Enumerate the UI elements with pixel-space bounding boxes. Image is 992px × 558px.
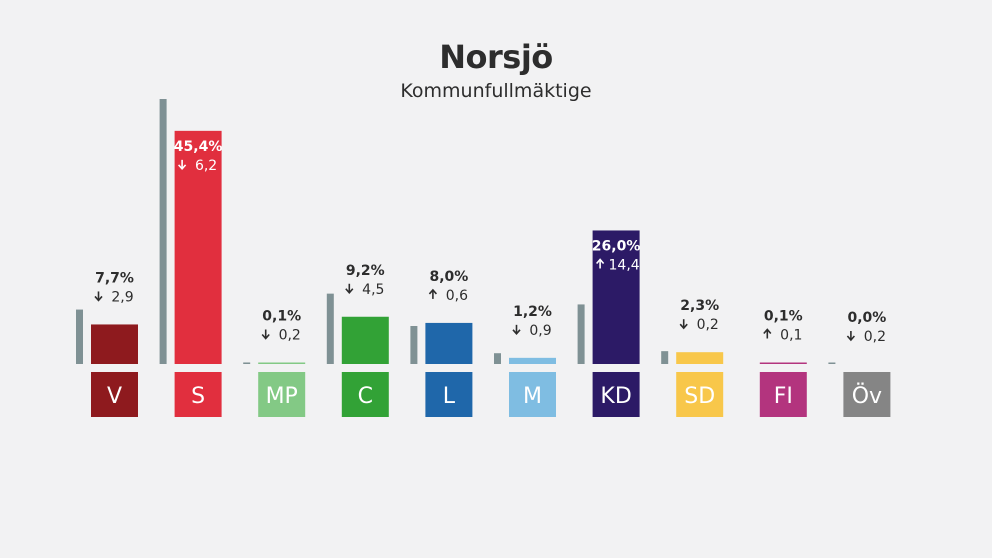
change-label: 0,9 [529,323,551,339]
party-label: S [191,384,205,409]
current-bar [592,230,640,364]
current-bar [759,362,807,364]
party-box-c [341,372,389,417]
value-label: 0,1% [262,309,301,325]
party-label: MP [266,384,298,409]
party-box-s [174,372,222,417]
current-bar [174,130,222,364]
arrow-down-icon [177,159,187,171]
current-bar [258,362,306,364]
change-label: 0,1 [780,328,802,344]
party-box-öv [843,372,891,417]
arrow-down-icon [846,331,856,342]
party-box-m [509,372,556,417]
change-label: 0,2 [697,317,719,333]
previous-bar [243,362,251,364]
current-bar [509,357,556,364]
party-label: V [107,384,122,409]
current-bar [676,352,724,364]
current-bar [91,324,138,364]
previous-bar [410,325,418,364]
previous-bar [76,309,83,364]
chart-title: Norsjö [439,38,553,76]
value-label: 26,0% [592,238,641,254]
change-label: 0,6 [446,288,468,304]
value-label: 2,3% [680,298,719,314]
party-box-kd [592,372,640,417]
previous-bar [494,353,501,364]
value-label: 0,0% [847,310,886,326]
current-bar [341,316,389,364]
party-box-l [425,372,473,417]
value-label: 9,2% [346,263,385,279]
party-label: FI [774,384,793,409]
party-label: C [358,384,373,409]
value-label: 1,2% [513,304,552,320]
change-label: 0,2 [864,329,886,345]
change-label: 14,4 [609,257,640,273]
chart-subtitle: Kommunfullmäktige [400,80,592,102]
previous-bar [828,362,836,364]
value-label: 8,0% [429,269,468,285]
arrow-down-icon [261,329,270,340]
party-box-fi [759,372,807,417]
arrow-down-icon [679,319,688,330]
previous-bar [326,293,334,364]
party-label: L [443,384,456,409]
value-label: 7,7% [95,270,134,286]
current-bar [425,322,473,364]
arrow-up-icon [595,258,605,269]
party-box-v [91,372,138,417]
party-label: Öv [852,383,882,409]
value-label: 0,1% [764,309,803,325]
change-label: 6,2 [195,158,217,174]
party-label: M [523,384,542,409]
arrow-up-icon [763,328,772,339]
value-label: 45,4% [174,139,223,155]
party-label: SD [684,384,715,409]
change-label: 2,9 [111,289,133,305]
arrow-up-icon [428,288,438,299]
change-label: 4,5 [362,282,384,298]
arrow-down-icon [345,283,354,294]
arrow-down-icon [94,291,103,302]
party-box-sd [676,372,724,417]
party-box-mp [258,372,306,417]
previous-bar [577,304,585,364]
arrow-down-icon [512,324,521,336]
previous-bar [661,351,669,364]
change-label: 0,2 [279,328,301,344]
previous-bar [159,99,167,364]
party-label: KD [600,384,631,409]
